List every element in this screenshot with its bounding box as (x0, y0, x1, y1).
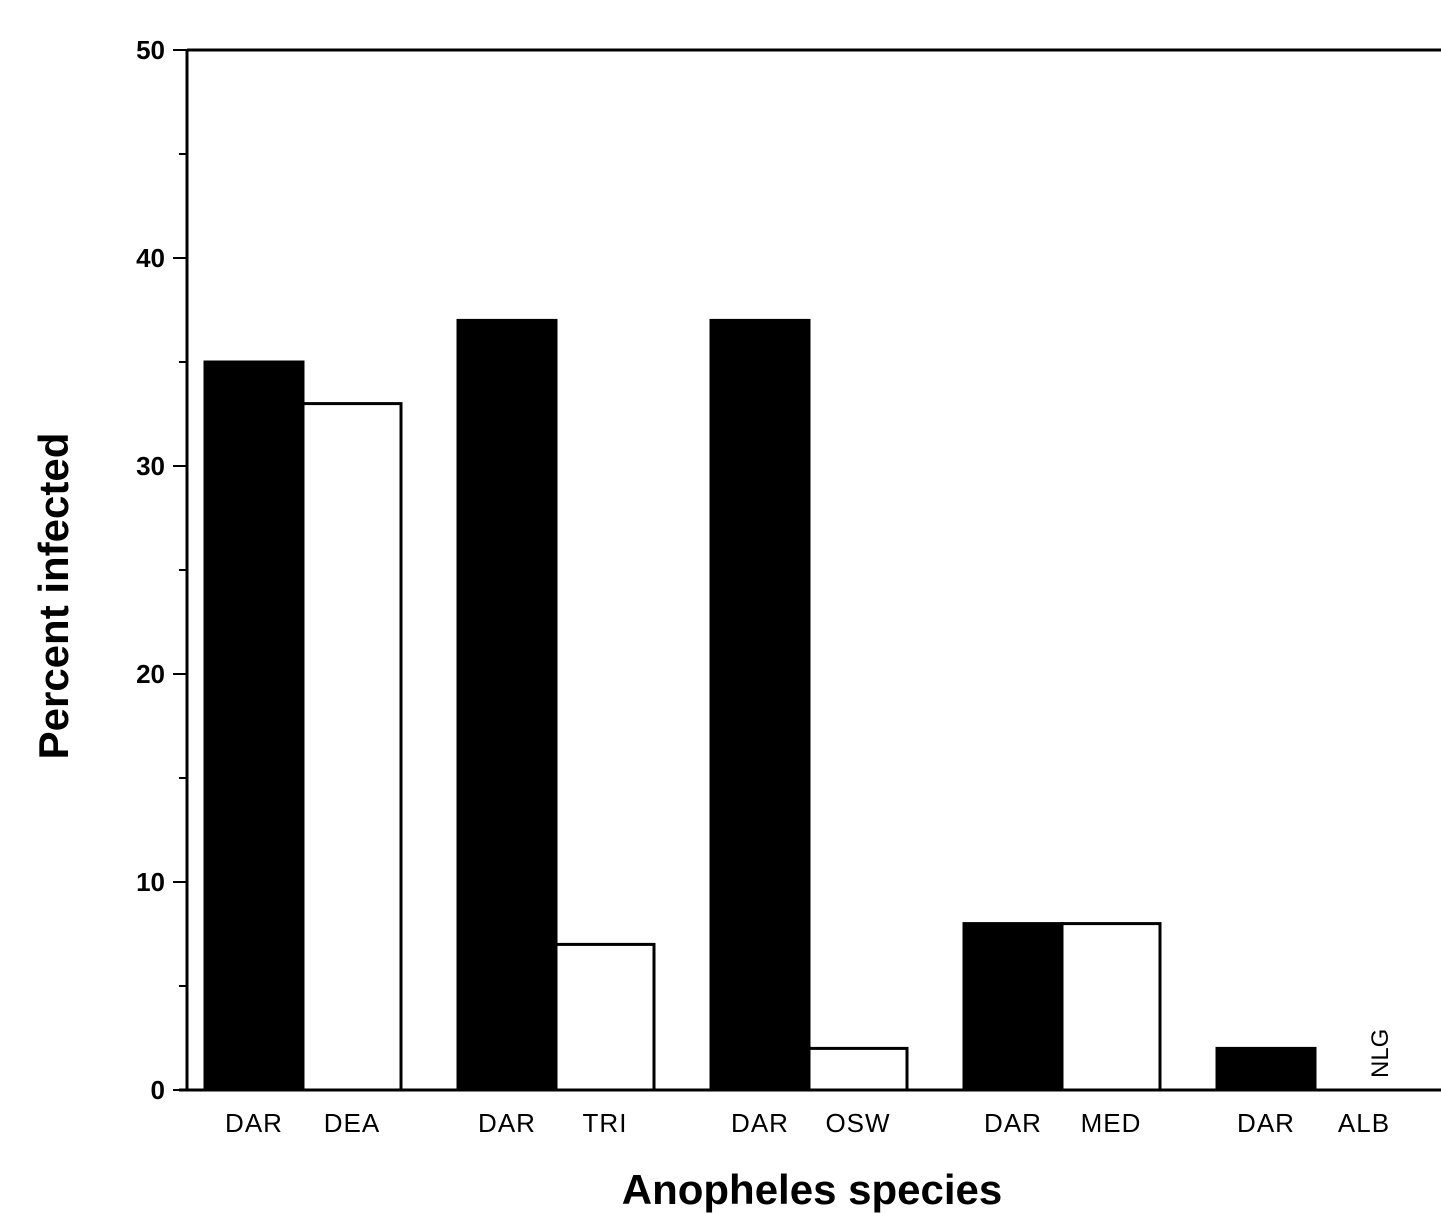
y-tick-label: 50 (136, 35, 165, 65)
category-label: DAR (478, 1108, 536, 1138)
x-axis-title: Anopheles species (622, 1166, 1002, 1213)
bar (807, 1046, 909, 1092)
bar-annotation: NLG (1367, 1029, 1394, 1078)
category-label: OSW (825, 1108, 890, 1138)
y-tick-label: 0 (151, 1075, 165, 1105)
bar (962, 922, 1064, 1092)
bar (203, 360, 305, 1092)
bar (456, 318, 558, 1092)
category-label: MED (1081, 1108, 1142, 1138)
category-label: DAR (984, 1108, 1042, 1138)
y-tick-label: 40 (136, 243, 165, 273)
bar (1060, 922, 1162, 1092)
category-label: DAR (1237, 1108, 1295, 1138)
category-label: DEA (324, 1108, 380, 1138)
bar (1215, 1046, 1317, 1092)
bar (301, 402, 403, 1092)
category-label: TRI (583, 1108, 628, 1138)
bar (709, 318, 811, 1092)
y-tick-label: 10 (136, 867, 165, 897)
bars (203, 318, 1317, 1092)
category-label: DAR (731, 1108, 789, 1138)
bar (554, 942, 656, 1092)
category-label: ALB (1338, 1108, 1390, 1138)
y-tick-label: 20 (136, 659, 165, 689)
y-tick-label: 30 (136, 451, 165, 481)
labels: DAR DEA DAR TRI DAR OSW DAR MED DAR ALB NLG (225, 1029, 1394, 1138)
y-axis-title: Percent infected (30, 433, 77, 760)
category-label: DAR (225, 1108, 283, 1138)
